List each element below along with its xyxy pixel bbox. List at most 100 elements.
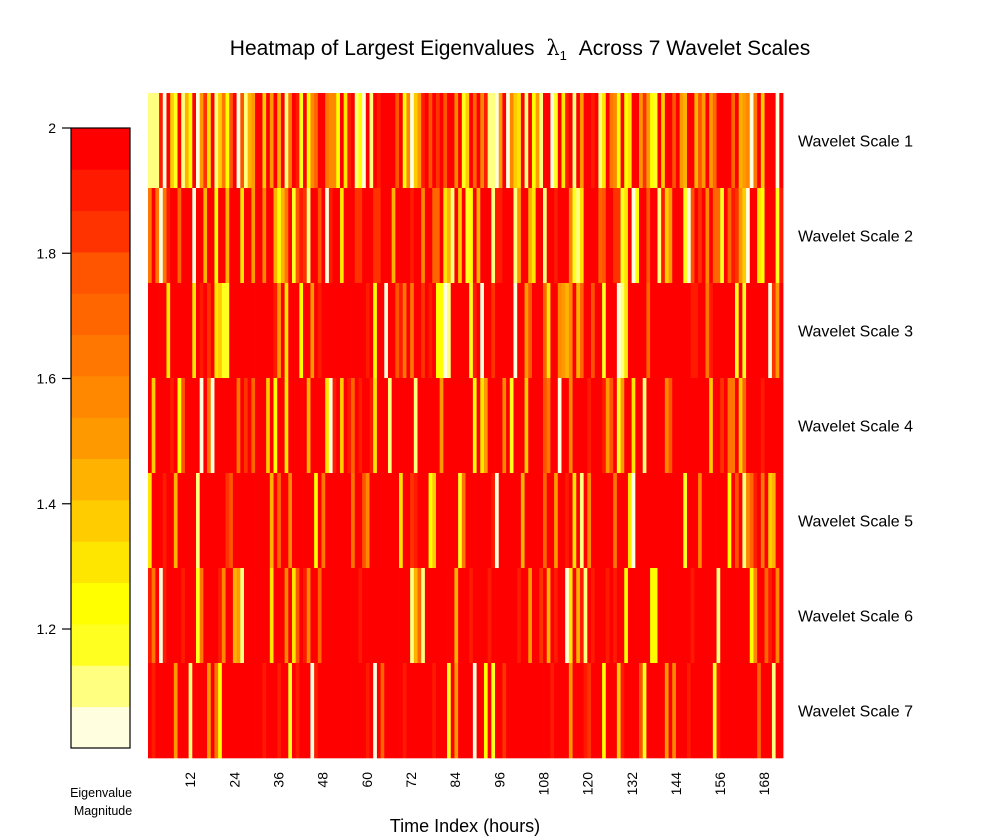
heatmap-cell [214,378,219,474]
heatmap-cell [347,473,352,569]
heatmap-cell [151,663,156,759]
heatmap-cell [232,378,237,474]
heatmap-cell [543,568,548,664]
heatmap-cell [668,473,673,569]
heatmap-cell [620,473,625,569]
heatmap-cell [528,93,533,189]
heatmap-cell [251,283,256,379]
heatmap-cell [214,283,219,379]
heatmap-cell [181,568,186,664]
heatmap-cell [509,568,514,664]
heatmap-cell [764,568,769,664]
heatmap-cell [336,378,341,474]
heatmap-cell [159,663,164,759]
heatmap-cell [247,378,252,474]
heatmap-cell [495,568,500,664]
heatmap-cell [727,93,732,189]
heatmap-cell [277,473,282,569]
heatmap-cell [336,93,341,189]
heatmap-cell [613,283,618,379]
heatmap-cell [524,568,529,664]
heatmap-cell [266,663,271,759]
heatmap-cell [513,663,518,759]
heatmap-cell [280,188,285,284]
heatmap-cell [709,188,714,284]
heatmap-cell [177,283,182,379]
heatmap-cell [435,568,441,664]
heatmap-cell [362,93,367,189]
heatmap-cell [753,188,758,284]
heatmap-cell [664,283,669,379]
heatmap-cell [557,283,562,379]
heatmap-cell [642,283,647,379]
heatmap-cell [391,473,396,569]
heatmap-cell [424,663,429,759]
heatmap-cell [557,663,562,759]
heatmap-cell [395,93,400,189]
heatmap-cell [435,663,441,759]
heatmap-cell [243,188,249,284]
heatmap-cell [148,188,153,284]
heatmap-cell [232,283,237,379]
heatmap-cell [469,568,474,664]
heatmap-cell [225,568,230,664]
heatmap-cell [735,188,740,284]
heatmap-cell [727,568,732,664]
heatmap-cell [339,473,345,569]
heatmap-cell [661,283,666,379]
heatmap-cell [454,568,459,664]
heatmap-cell [480,188,485,284]
heatmap-cell [421,568,426,664]
heatmap-cell [539,568,544,664]
x-tick-label: 84 [447,772,463,788]
heatmap-cell [314,473,319,569]
heatmap-cell [731,93,736,189]
heatmap-cell [668,378,673,474]
heatmap-cell [192,663,197,759]
heatmap-cell [598,283,603,379]
heatmap-cell [465,663,470,759]
heatmap-cell [328,378,333,474]
heatmap-cell [177,473,182,569]
heatmap-cell [620,568,625,664]
heatmap-cell [701,283,706,379]
x-tick-label: 24 [226,772,242,788]
heatmap-cell [561,568,566,664]
heatmap-cell [757,93,762,189]
heatmap-cell [627,378,633,474]
heatmap-cell [712,93,717,189]
heatmap-cell [709,568,714,664]
heatmap-cell [720,378,725,474]
heatmap-cell [195,568,201,664]
heatmap-cell [277,378,282,474]
heatmap-cell [546,663,551,759]
heatmap-cell [369,188,374,284]
heatmap-cell [483,93,489,189]
heatmap-cell [199,378,204,474]
heatmap-cell [672,473,677,569]
heatmap-cell [243,663,249,759]
heatmap-cell [639,93,644,189]
heatmap-cell [587,283,592,379]
heatmap-cell [173,378,178,474]
heatmap-cell [627,283,633,379]
heatmap-cell [672,188,677,284]
heatmap-cell [162,188,167,284]
heatmap-cell [243,568,249,664]
heatmap-cell [358,283,363,379]
heatmap-cell [247,663,252,759]
heatmap-cell [613,568,618,664]
heatmap-cell [354,663,359,759]
heatmap-cell [336,663,341,759]
heatmap-cell [694,378,699,474]
heatmap-cell [520,378,525,474]
heatmap-cell [247,568,252,664]
heatmap-cell [735,568,740,664]
heatmap-cell [539,283,544,379]
heatmap-cell [243,93,249,189]
x-tick-label: 36 [271,772,287,788]
heatmap-cell [539,378,544,474]
heatmap-cell [498,283,503,379]
heatmap-cell [568,663,573,759]
heatmap-cell [365,378,370,474]
